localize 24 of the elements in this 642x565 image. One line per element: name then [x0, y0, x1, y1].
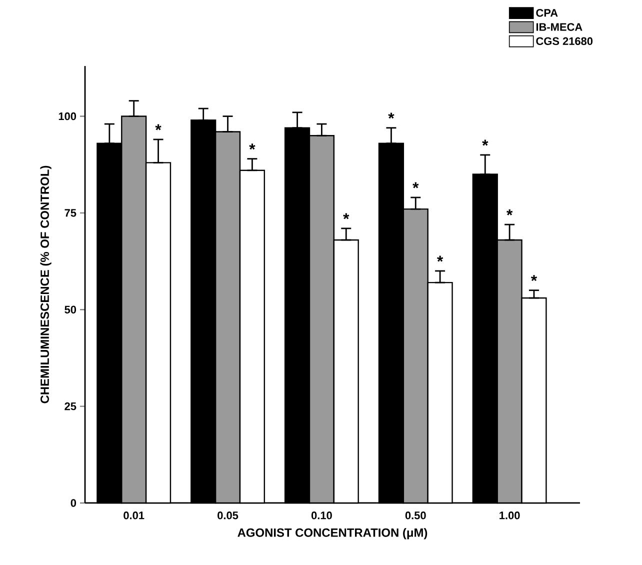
data-label: * [343, 213, 350, 220]
x-tick-label: 0.50 [405, 512, 426, 520]
y-axis-title: CHEMILUMINESCENCE (% OF CONTROL) [40, 166, 52, 404]
data-label: * [249, 144, 256, 150]
y-tick-label: 0 [70, 499, 76, 507]
legend-label: CPA [536, 9, 558, 17]
data-label: * [388, 112, 394, 119]
data-label: * [530, 275, 538, 282]
y-tick-label: 25 [64, 402, 76, 410]
y-tick-label: 50 [64, 306, 76, 314]
x-axis-title: AGONIST CONCENTRATION (μM) [238, 528, 428, 540]
y-tick-label: 75 [64, 209, 76, 217]
legend-label: CGS 21680 [536, 37, 593, 46]
x-tick-label: 1.00 [500, 512, 520, 520]
data-label: * [506, 209, 513, 216]
data-label: * [437, 256, 444, 262]
y-tick-label: 100 [58, 112, 76, 120]
data-label: * [412, 182, 419, 188]
data-label: * [482, 140, 488, 146]
x-tick-label: 0.01 [124, 512, 144, 520]
x-tick-label: 0.05 [218, 512, 238, 520]
x-tick-label: 0.10 [311, 512, 332, 520]
legend-label: IB-MECA [536, 23, 582, 31]
data-label: * [155, 124, 162, 130]
